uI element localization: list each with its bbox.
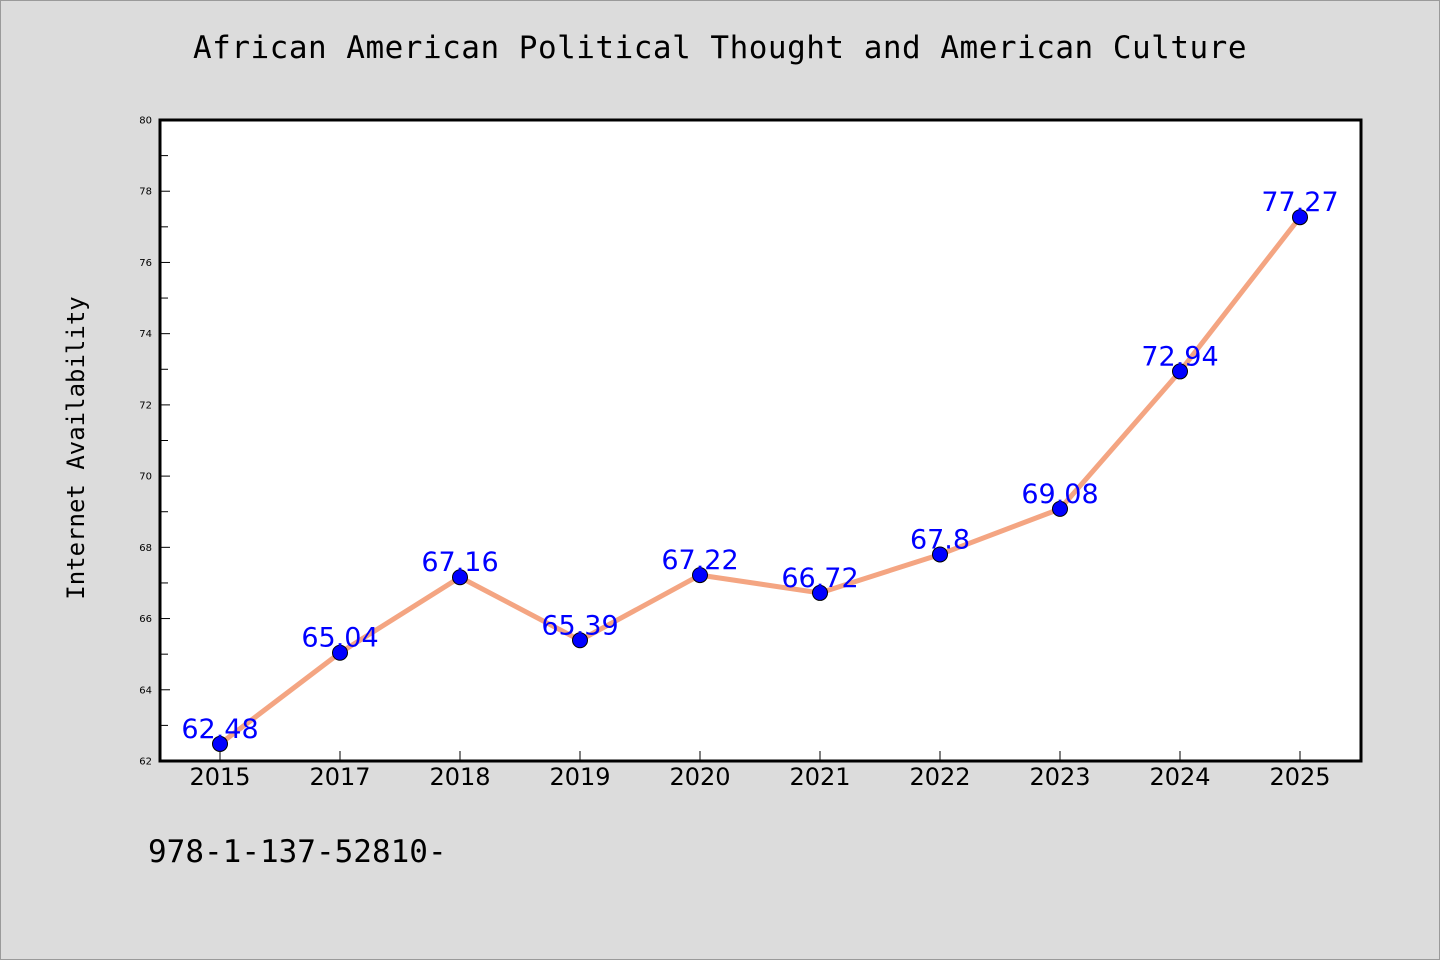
data-point xyxy=(332,644,348,661)
x-tick-label: 2018 xyxy=(429,763,490,791)
x-tick-label: 2017 xyxy=(309,763,370,791)
data-point xyxy=(692,567,708,584)
y-tick-label: 76 xyxy=(139,258,152,269)
data-label: 77.27 xyxy=(1261,187,1338,218)
x-tick-label: 2024 xyxy=(1149,763,1210,791)
x-tick-label: 2023 xyxy=(1029,763,1090,791)
y-tick-label: 68 xyxy=(139,543,152,554)
y-tick-label: 66 xyxy=(139,614,152,625)
data-point xyxy=(1052,500,1068,517)
series-line xyxy=(217,214,1303,747)
data-point xyxy=(1292,209,1308,226)
x-tick-label: 2025 xyxy=(1269,763,1330,791)
series-line-group xyxy=(217,214,1303,747)
data-label: 66.72 xyxy=(781,563,858,594)
x-tick-label: 2022 xyxy=(909,763,970,791)
y-tick-label: 74 xyxy=(139,329,152,340)
x-tick-label: 2015 xyxy=(189,763,250,791)
data-point xyxy=(1172,363,1188,380)
data-point xyxy=(452,569,468,586)
x-tick-label: 2019 xyxy=(549,763,610,791)
data-label: 67.22 xyxy=(661,545,738,576)
data-label: 69.08 xyxy=(1021,479,1098,510)
y-axis-ticks: 62 64 66 68 70 72 74 76 78 80 xyxy=(139,116,170,768)
y-tick-label: 80 xyxy=(139,116,152,127)
y-tick-label: 62 xyxy=(139,757,152,768)
data-label-group: 62.48 65.04 67.16 65.39 67.22 66.72 67.8 69.08 7… xyxy=(181,187,1338,745)
plot-area xyxy=(158,118,1363,763)
data-point xyxy=(572,632,588,649)
y-tick-label: 70 xyxy=(139,472,152,483)
data-point xyxy=(212,735,228,752)
x-tick-label: 2021 xyxy=(789,763,850,791)
data-label: 67.8 xyxy=(910,524,970,555)
data-point xyxy=(932,546,948,563)
chart-title: African American Political Thought and A… xyxy=(193,30,1247,66)
y-tick-label: 64 xyxy=(139,685,152,696)
data-label: 65.04 xyxy=(301,623,378,654)
data-label: 72.94 xyxy=(1141,341,1218,372)
data-label: 62.48 xyxy=(181,714,258,745)
footer-code: 978-1-137-52810- xyxy=(148,834,447,870)
data-label: 65.39 xyxy=(541,610,618,641)
data-label: 67.16 xyxy=(421,547,498,578)
y-tick-label: 72 xyxy=(139,400,152,411)
x-axis-ticks: 2015 2017 2018 2019 2020 2021 2022 2023 2024 2025 xyxy=(189,751,1331,791)
y-tick-label: 78 xyxy=(139,187,152,198)
data-point xyxy=(812,584,828,601)
marker-group xyxy=(212,209,1308,752)
x-tick-label: 2020 xyxy=(669,763,730,791)
